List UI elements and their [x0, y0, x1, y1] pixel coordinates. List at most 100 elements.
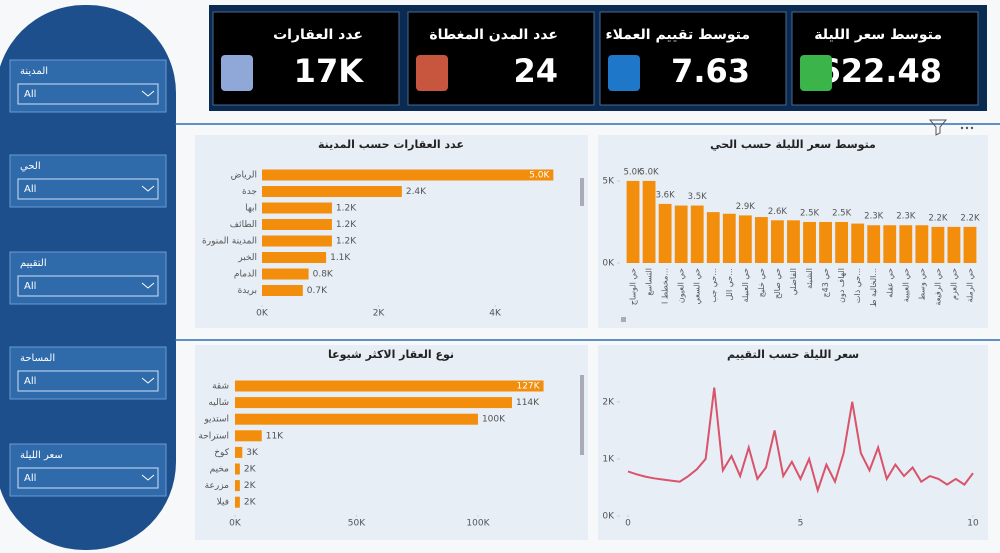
bar	[722, 213, 736, 263]
category-label: الخبر	[237, 253, 257, 263]
kpi-icon	[221, 55, 253, 91]
x-tick-label: حي الرفيعة	[933, 268, 942, 306]
y-tick-label: 0K	[602, 259, 615, 269]
filter-dropdown[interactable]	[17, 275, 159, 297]
value-label: 1.1K	[330, 253, 351, 263]
kpi-label: متوسط سعر الليلة	[814, 27, 942, 43]
more-icon[interactable]	[960, 126, 974, 130]
x-tick-label: حي العزم	[949, 268, 958, 300]
kpi-icon	[416, 55, 448, 91]
kpi-label: عدد المدن المغطاة	[429, 27, 558, 43]
kpi-label: عدد العقارات	[273, 27, 363, 43]
category-label: بريدة	[238, 286, 257, 296]
filter-value: All	[24, 473, 36, 484]
bar	[235, 480, 240, 492]
chevron	[141, 185, 155, 192]
value-label: 2.2K	[960, 213, 980, 223]
x-tick-label: الهاف دون	[837, 268, 846, 303]
x-tick-label: حي وسط	[917, 268, 926, 300]
value-label: 11K	[266, 431, 284, 441]
filter-label: سعر الليلة	[20, 450, 63, 461]
filter-dropdown[interactable]	[17, 178, 159, 200]
value-label: 3.5K	[688, 192, 708, 202]
kpi-value: 24	[513, 52, 558, 90]
x-tick-label: حي العيون	[677, 268, 686, 303]
value-label: 2.3K	[864, 212, 884, 222]
x-tick-label: حي السعي	[693, 268, 702, 305]
value-label: 2.6K	[768, 207, 788, 217]
scrollbar[interactable]	[580, 178, 584, 206]
scrollbar[interactable]	[621, 317, 626, 322]
filter-label: التقييم	[20, 258, 47, 269]
x-tick-label: حي صالح	[773, 268, 782, 299]
filter-label: المدينة	[20, 66, 48, 77]
value-label: 5.0K	[623, 167, 643, 177]
value-label: 2.4K	[406, 187, 427, 197]
bar	[262, 219, 332, 230]
x-tick-label: حي الرملة	[965, 268, 974, 303]
bar	[262, 202, 332, 214]
x-tick-label: 100K	[466, 519, 490, 529]
value-label: 2.2K	[928, 213, 948, 223]
filter-dropdown[interactable]	[17, 467, 159, 489]
value-label: 1.2K	[336, 204, 357, 214]
bar	[235, 413, 478, 425]
bar	[235, 496, 240, 508]
filter-dropdown[interactable]	[17, 83, 159, 105]
category-label: مخيم	[210, 465, 230, 475]
scrollbar[interactable]	[580, 375, 584, 455]
bar	[835, 221, 849, 263]
filter-icon[interactable]	[928, 119, 948, 136]
value-label: 2.3K	[896, 212, 916, 222]
bar	[642, 180, 656, 263]
kpi-icon	[608, 55, 640, 91]
x-tick-label: حي 43ج	[821, 268, 830, 298]
bar	[738, 215, 752, 263]
x-tick-label: حي العبيلة	[741, 268, 750, 302]
x-tick-label: 10	[967, 519, 979, 529]
bar	[262, 285, 303, 296]
chart-title: متوسط سعر الليلة حسب الحي	[710, 138, 876, 151]
chart-title: نوع العقار الاكثر شيوعا	[328, 348, 454, 361]
bar	[899, 225, 913, 263]
category-label: جدة	[242, 187, 257, 197]
kpi-icon	[800, 55, 832, 91]
filter-label: المساحة	[20, 353, 55, 364]
value-label: 100K	[482, 415, 506, 425]
x-tick-label: حي ذات...	[853, 268, 862, 303]
filter-dropdown[interactable]	[17, 370, 159, 392]
bar	[803, 221, 816, 263]
x-tick-label: الفاضلي	[789, 268, 798, 295]
chart-panel	[195, 345, 588, 540]
bar	[787, 220, 800, 263]
chart-title: سعر الليلة حسب التقييم	[727, 348, 859, 361]
x-tick-label: 4K	[489, 309, 502, 319]
value-label: 0.7K	[307, 286, 328, 296]
x-tick-label: حي جب...	[709, 268, 718, 303]
value-label: 2K	[244, 465, 257, 475]
value-label: 127K	[516, 382, 540, 392]
value-label: 2.5K	[832, 208, 852, 218]
category-label: فيلا	[217, 498, 229, 508]
chevron	[141, 282, 155, 289]
bar	[754, 217, 768, 263]
x-tick-label: 0K	[256, 309, 269, 319]
x-tick-label: التساسع	[645, 268, 654, 296]
bar	[262, 252, 327, 263]
kpi-label: متوسط تقييم العملاء	[605, 27, 750, 43]
bar	[963, 226, 977, 263]
y-tick-label: 2K	[602, 397, 615, 407]
category-label: شقة	[212, 382, 229, 392]
bar	[626, 180, 640, 263]
category-label: شاليه	[208, 398, 229, 408]
category-label: كوخ	[214, 448, 229, 458]
x-tick-label: مخطط ا...	[661, 268, 670, 304]
y-tick-label: 0K	[602, 512, 615, 522]
value-label: 2.9K	[736, 202, 756, 212]
chevron	[141, 90, 155, 97]
x-tick-label: الشبئة	[805, 268, 814, 289]
bar	[658, 203, 672, 263]
bar	[706, 212, 720, 263]
bar	[819, 221, 832, 263]
chart-panel	[195, 135, 588, 328]
